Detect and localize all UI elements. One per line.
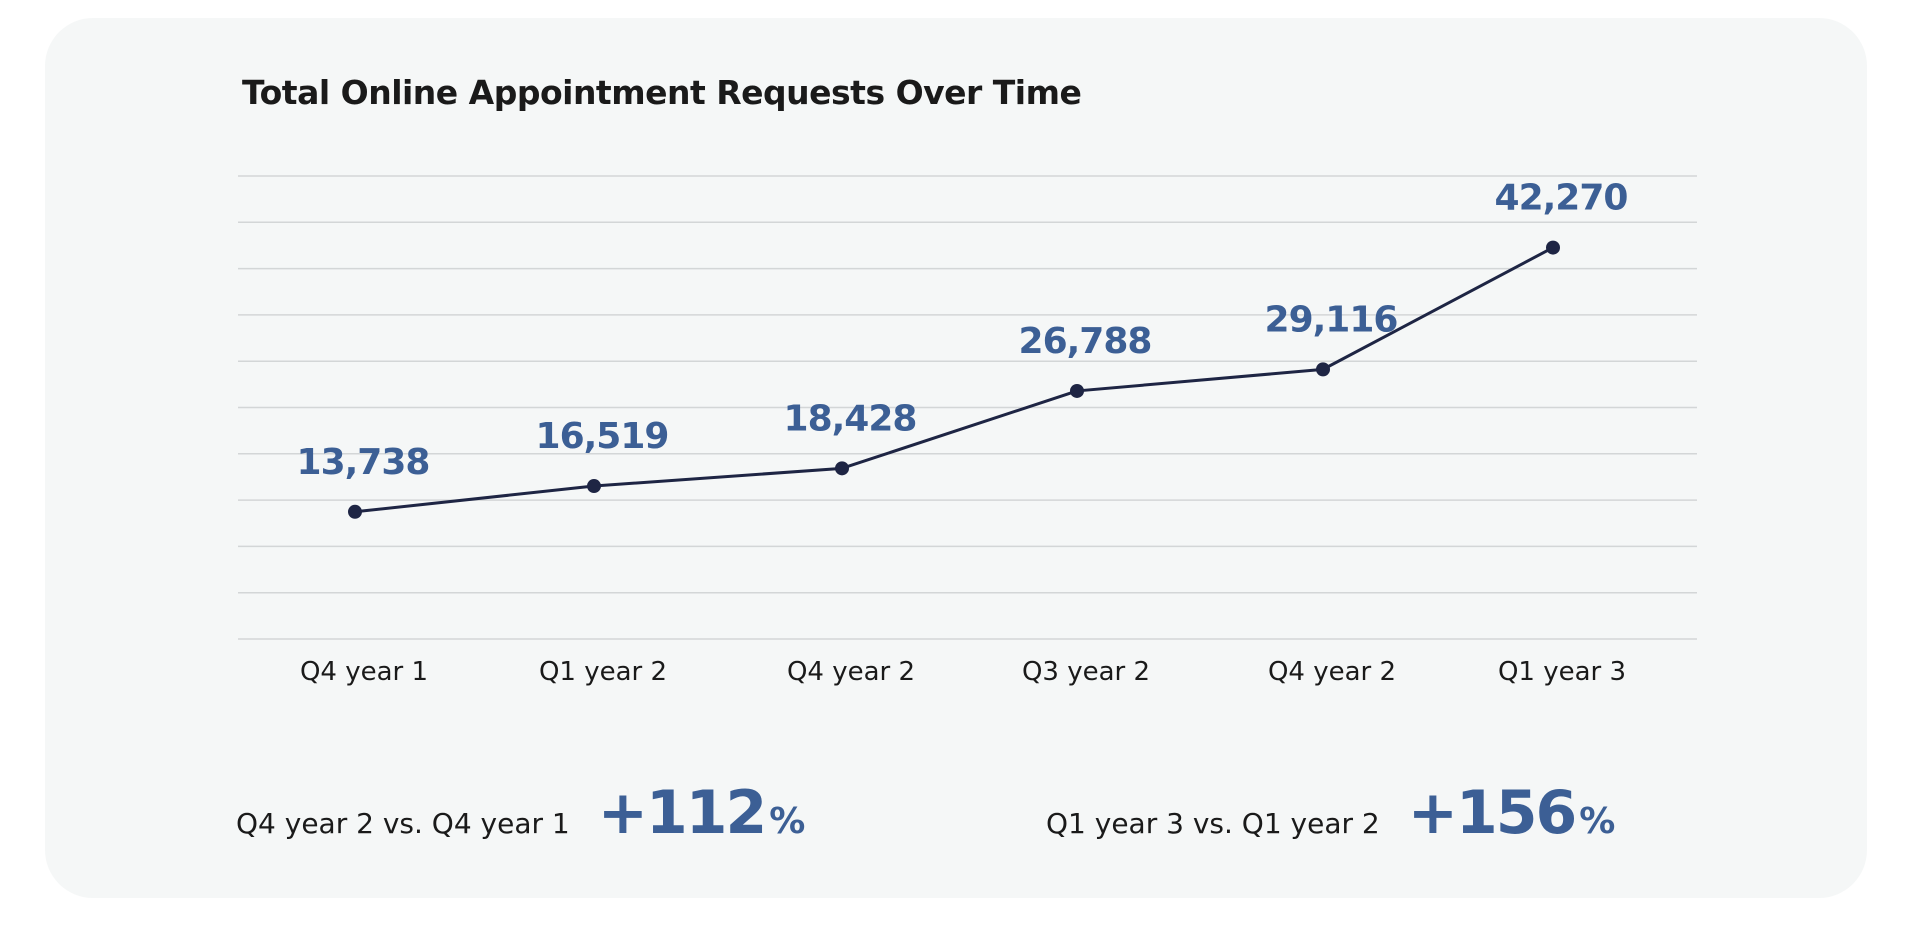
comparison-q1: Q1 year 3 vs. Q1 year 2 +156 % [1046,778,1615,858]
x-axis-tick-labels: Q4 year 1 Q1 year 2 Q4 year 2 Q3 year 2 Q4 y… [300,657,1626,687]
data-labels: 13,738 16,519 18,428 26,788 29,116 42,270 [297,178,1629,483]
data-point [835,461,849,476]
comparison-label: Q4 year 2 vs. Q4 year 1 [236,807,570,840]
data-label: 16,519 [536,416,669,457]
comparison-value: +156 [1407,778,1578,848]
x-tick-label: Q4 year 1 [300,657,428,687]
data-label: 13,738 [297,442,430,483]
series-line [353,246,1555,514]
chart-card: Total Online Appointment Requests Over T… [45,18,1867,898]
chart-title: Total Online Appointment Requests Over T… [242,73,1082,112]
line-chart: 13,738 16,519 18,428 26,788 29,116 42,270 Q4 … [238,175,1697,687]
comparison-unit: % [769,801,806,842]
x-tick-label: Q1 year 3 [1498,657,1626,687]
data-label: 29,116 [1265,299,1398,340]
data-point [1546,240,1560,255]
data-markers [348,240,1560,519]
data-label: 42,270 [1495,178,1628,219]
gridlines [238,175,1697,640]
data-point [1316,362,1330,377]
comparison-value: +112 [597,778,768,848]
series-line-layer [353,246,1555,514]
data-point [587,479,601,494]
comparison-label: Q1 year 3 vs. Q1 year 2 [1046,807,1380,840]
x-tick-label: Q4 year 2 [787,657,915,687]
data-label: 18,428 [784,398,917,439]
comparison-unit: % [1579,801,1616,842]
x-tick-label: Q4 year 2 [1268,657,1396,687]
comparison-q4: Q4 year 2 vs. Q4 year 1 +112 % [236,778,805,858]
data-point [1070,383,1084,398]
x-tick-label: Q3 year 2 [1022,657,1150,687]
data-point [348,504,362,519]
data-label: 26,788 [1019,321,1152,362]
x-tick-label: Q1 year 2 [539,657,667,687]
